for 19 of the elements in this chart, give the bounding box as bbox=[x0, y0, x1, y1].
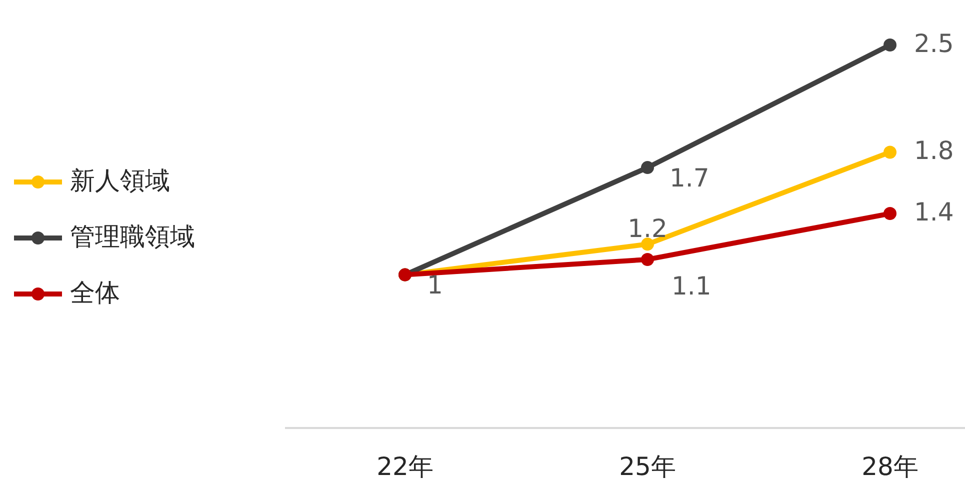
x-tick-label: 22年 bbox=[376, 452, 434, 481]
legend-label: 全体 bbox=[70, 278, 120, 307]
legend-label: 新人領域 bbox=[70, 166, 170, 195]
point bbox=[641, 252, 654, 266]
point bbox=[884, 207, 896, 220]
data-label: 2.5 bbox=[914, 28, 954, 58]
point bbox=[641, 238, 654, 251]
legend-label: 管理職領域 bbox=[70, 222, 195, 251]
data-label: 1.7 bbox=[670, 163, 710, 192]
point bbox=[884, 146, 896, 159]
data-label: 1.8 bbox=[914, 136, 954, 166]
point bbox=[641, 161, 654, 174]
data-label: 1.1 bbox=[672, 271, 712, 300]
point bbox=[884, 38, 896, 52]
data-label: 1.2 bbox=[628, 214, 668, 244]
x-tick-label: 28年 bbox=[862, 452, 918, 481]
data-label: 1 bbox=[427, 270, 443, 300]
data-label: 1.4 bbox=[914, 197, 954, 226]
x-tick-label: 25年 bbox=[619, 452, 676, 481]
